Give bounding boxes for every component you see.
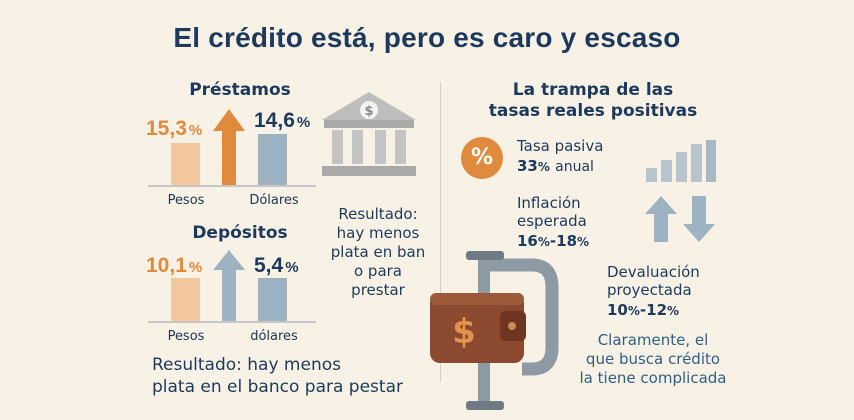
inflacion-label: Inflación [517, 194, 581, 212]
depositos-pesos-value: 10,1% [146, 254, 203, 277]
page-title: El crédito está, pero es caro y escaso [173, 22, 681, 53]
devaluacion-label-2: proyectada [607, 281, 692, 299]
bank-result-text: Resultado: hay menos plata en ban o para… [330, 205, 426, 299]
svg-text:$: $ [452, 312, 476, 352]
up-arrow-icon [213, 109, 245, 185]
inflacion-value: 16%-18% [517, 232, 590, 250]
devaluacion-label: Devaluación [607, 263, 700, 281]
wallet-clamp-illustration: $ [430, 251, 559, 410]
tasa-pasiva-label: Tasa pasiva [517, 137, 604, 155]
up-down-arrows-icon [645, 196, 715, 242]
depositos-pesos-bar [171, 278, 200, 321]
tasa-pasiva-value: 33% anual [517, 157, 594, 175]
depositos-dolares-label: dólares [250, 329, 298, 344]
trampa-heading: La trampa de las tasas reales positivas [488, 80, 698, 121]
bank-icon: $ [322, 92, 416, 176]
devaluacion-block: Devaluación proyectada 10%-12% [607, 263, 700, 319]
depositos-dolares-value: 5,4% [254, 254, 299, 277]
prestamos-pesos-bar [171, 143, 200, 185]
dollar-coin-icon: $ [360, 101, 378, 119]
depositos-dolares-bar [258, 278, 287, 321]
prestamos-dolares-label: Dólares [249, 193, 299, 208]
prestamos-axis [148, 185, 316, 187]
section-divider [440, 82, 441, 382]
conclusion-text: Claramente, el que busca crédito la tien… [579, 331, 727, 387]
up-arrow-icon [213, 250, 245, 321]
prestamos-heading: Préstamos [189, 80, 291, 100]
devaluacion-value: 10%-12% [607, 301, 680, 319]
depositos-axis [148, 321, 316, 323]
svg-text:$: $ [364, 104, 373, 119]
prestamos-pesos-value: 15,3% [146, 117, 203, 140]
prestamos-pesos-label: Pesos [167, 193, 205, 208]
depositos-heading: Depósitos [192, 223, 288, 243]
depositos-pesos-label: Pesos [167, 329, 205, 344]
wallet-icon: $ [430, 293, 526, 363]
percent-badge-icon: % [461, 137, 503, 179]
inflacion-label-2: esperada [517, 212, 587, 230]
inflacion-block: Inflación esperada 16%-18% [517, 194, 589, 250]
prestamos-dolares-value: 14,6% [254, 109, 311, 132]
tasa-pasiva-block: Tasa pasiva 33% anual [517, 137, 603, 175]
prestamos-dolares-bar [258, 134, 287, 185]
rising-bars-icon [646, 140, 716, 182]
bottom-result-text: Resultado: hay menos plata en el banco p… [152, 355, 403, 397]
